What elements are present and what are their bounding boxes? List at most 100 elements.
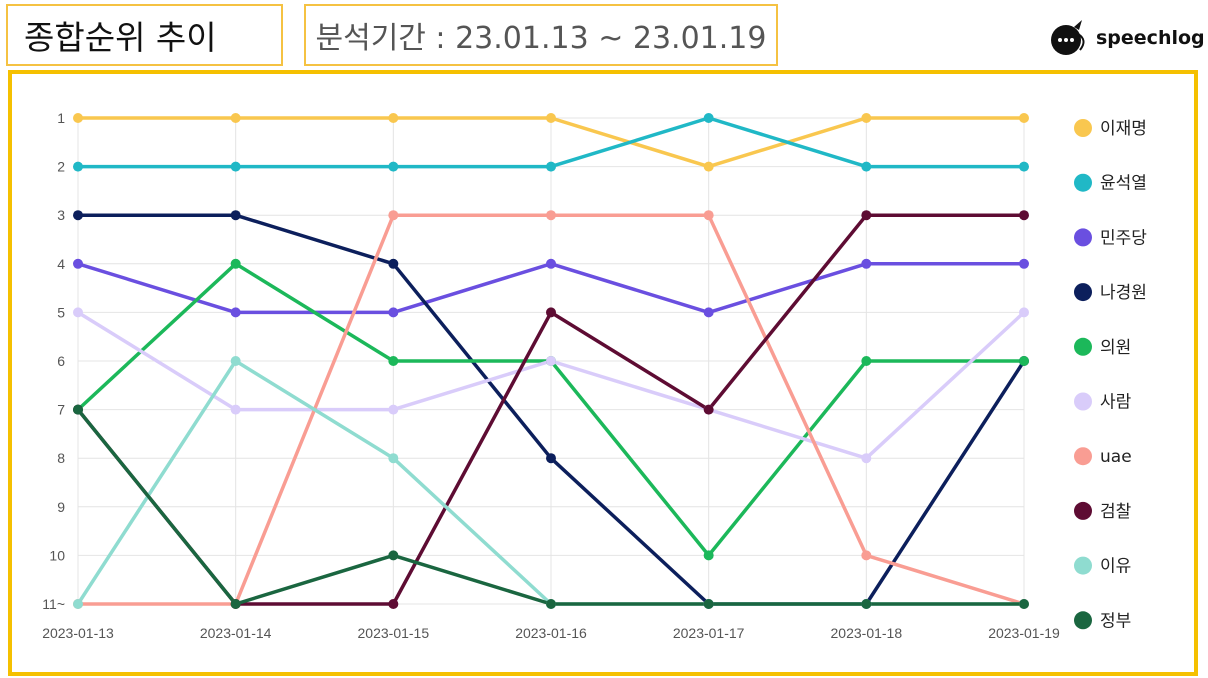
legend-marker xyxy=(1074,501,1092,520)
data-point[interactable] xyxy=(861,453,872,464)
data-point[interactable] xyxy=(546,599,556,609)
data-point[interactable] xyxy=(703,161,714,172)
legend-label[interactable]: 검찰 xyxy=(1100,502,1132,522)
data-point[interactable] xyxy=(388,113,399,123)
data-point[interactable] xyxy=(703,404,714,415)
data-point[interactable] xyxy=(546,453,556,464)
data-point[interactable] xyxy=(388,210,399,221)
data-point[interactable] xyxy=(1019,599,1029,609)
speechlog-logo: speechlog xyxy=(1048,18,1205,58)
x-tick-label: 2023-01-19 xyxy=(988,625,1060,641)
data-point[interactable] xyxy=(546,356,556,366)
legend-label[interactable]: 의원 xyxy=(1100,338,1131,358)
y-tick-label: 9 xyxy=(57,499,65,515)
y-tick-label: 1 xyxy=(57,110,65,126)
data-point[interactable] xyxy=(388,404,399,415)
x-tick-label: 2023-01-17 xyxy=(673,625,745,641)
x-tick-label: 2023-01-14 xyxy=(200,625,272,641)
data-point[interactable] xyxy=(230,307,241,318)
data-point[interactable] xyxy=(388,161,399,172)
data-point[interactable] xyxy=(546,210,556,221)
y-tick-label: 8 xyxy=(57,450,65,466)
data-point[interactable] xyxy=(73,161,83,172)
data-point[interactable] xyxy=(388,599,399,609)
speech-bubble-icon xyxy=(1051,20,1085,55)
data-point[interactable] xyxy=(1019,210,1029,221)
data-point[interactable] xyxy=(703,113,714,123)
legend-marker xyxy=(1074,392,1092,411)
chart-title: 종합순위 추이 xyxy=(6,4,283,66)
data-point[interactable] xyxy=(703,307,714,318)
data-point[interactable] xyxy=(388,307,399,318)
data-point[interactable] xyxy=(546,307,556,318)
data-point[interactable] xyxy=(703,550,714,561)
legend-label[interactable]: 이재명 xyxy=(1100,119,1147,139)
data-point[interactable] xyxy=(230,258,241,269)
y-tick-label: 4 xyxy=(57,256,65,272)
data-point[interactable] xyxy=(546,113,556,123)
data-point[interactable] xyxy=(388,550,399,561)
data-point[interactable] xyxy=(546,161,556,172)
series-points xyxy=(73,113,1029,609)
legend-label[interactable]: 나경원 xyxy=(1100,283,1147,303)
y-tick-label: 7 xyxy=(57,402,65,418)
data-point[interactable] xyxy=(703,210,714,221)
data-point[interactable] xyxy=(230,210,241,221)
data-point[interactable] xyxy=(1019,258,1029,269)
data-point[interactable] xyxy=(230,113,241,123)
data-point[interactable] xyxy=(861,113,872,123)
y-axis: 1 2 3 4 5 6 7 8 9 10 11~ xyxy=(42,110,65,612)
legend-marker xyxy=(1074,228,1092,247)
legend-label[interactable]: uae xyxy=(1100,447,1132,467)
y-tick-label: 3 xyxy=(57,207,65,223)
data-point[interactable] xyxy=(73,113,83,123)
legend-marker xyxy=(1074,556,1092,575)
legend-marker xyxy=(1074,447,1092,466)
data-point[interactable] xyxy=(1019,307,1029,318)
data-point[interactable] xyxy=(388,258,399,269)
data-point[interactable] xyxy=(230,599,241,609)
data-point[interactable] xyxy=(1019,113,1029,123)
y-tick-label: 11~ xyxy=(42,596,65,612)
y-tick-label: 5 xyxy=(57,304,65,320)
data-point[interactable] xyxy=(73,210,83,221)
data-point[interactable] xyxy=(230,404,241,415)
data-point[interactable] xyxy=(861,161,872,172)
x-tick-label: 2023-01-18 xyxy=(831,625,903,641)
y-tick-label: 6 xyxy=(57,353,65,369)
data-point[interactable] xyxy=(230,356,241,366)
legend-label[interactable]: 이유 xyxy=(1100,557,1131,577)
chart-frame xyxy=(8,70,1198,676)
legend-label[interactable]: 정부 xyxy=(1100,611,1131,631)
data-point[interactable] xyxy=(861,258,872,269)
legend-marker xyxy=(1074,283,1092,302)
data-point[interactable] xyxy=(546,258,556,269)
y-tick-label: 10 xyxy=(49,547,65,563)
data-point[interactable] xyxy=(861,599,872,609)
legend-label[interactable]: 윤석열 xyxy=(1100,174,1147,194)
data-point[interactable] xyxy=(1019,161,1029,172)
data-point[interactable] xyxy=(388,453,399,464)
data-point[interactable] xyxy=(73,258,83,269)
data-point[interactable] xyxy=(861,550,872,561)
legend-marker xyxy=(1074,173,1092,192)
data-point[interactable] xyxy=(388,356,399,366)
legend-label[interactable]: 민주당 xyxy=(1100,228,1147,248)
data-point[interactable] xyxy=(230,161,241,172)
data-point[interactable] xyxy=(861,210,872,221)
data-point[interactable] xyxy=(73,404,83,415)
logo-text: speechlog xyxy=(1096,27,1205,49)
data-point[interactable] xyxy=(703,599,714,609)
data-point[interactable] xyxy=(1019,356,1029,366)
legend-marker xyxy=(1074,611,1092,630)
x-axis: 2023-01-13 2023-01-14 2023-01-15 2023-01-16… xyxy=(42,625,1060,641)
data-point[interactable] xyxy=(73,307,83,318)
data-point[interactable] xyxy=(861,356,872,366)
x-tick-label: 2023-01-15 xyxy=(358,625,430,641)
legend-label[interactable]: 사람 xyxy=(1100,393,1132,413)
x-tick-label: 2023-01-16 xyxy=(515,625,587,641)
data-point[interactable] xyxy=(73,599,83,609)
legend-marker xyxy=(1074,337,1092,356)
